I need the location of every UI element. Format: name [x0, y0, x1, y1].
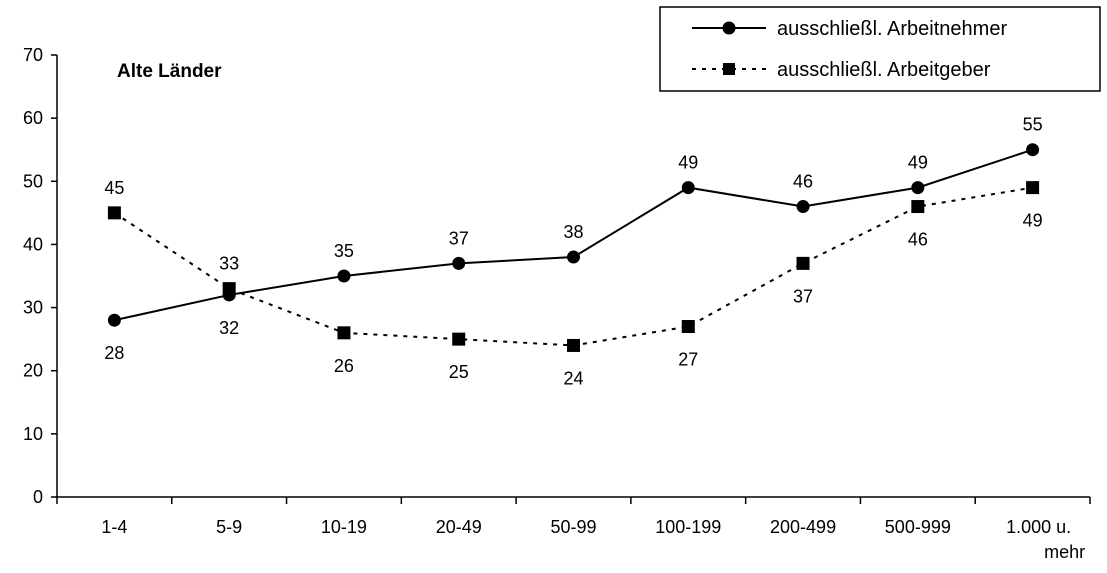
x-tick-label: 500-999: [885, 517, 951, 537]
data-label-arbeitgeber: 24: [563, 368, 583, 388]
axes: 0 10 20 30 40 50 60 70 1-4 5-9 10-19 20-49 50-99 100-…: [23, 45, 1091, 562]
x-tick-label: 1.000 u.: [1006, 517, 1071, 537]
data-label-arbeitnehmer: 37: [449, 228, 469, 248]
data-label-arbeitnehmer: 35: [334, 241, 354, 261]
legend-marker-arbeitnehmer: [722, 21, 736, 35]
data-point-arbeitgeber: [337, 326, 351, 340]
series-line-arbeitgeber: [113, 186, 1033, 347]
data-label-arbeitnehmer: 46: [793, 172, 813, 192]
x-tick-label: 20-49: [436, 517, 482, 537]
x-tick-label-continued: mehr: [1044, 542, 1085, 562]
x-tick-label: 50-99: [550, 517, 596, 537]
data-point-arbeitgeber: [681, 320, 695, 334]
data-point-arbeitgeber: [567, 338, 580, 352]
chart-subtitle: Alte Länder: [117, 61, 222, 82]
x-tick-label: 100-199: [655, 517, 721, 537]
data-point-arbeitnehmer: [1026, 143, 1040, 157]
data-label-arbeitgeber: 49: [1023, 211, 1043, 231]
x-tick-label: 1-4: [101, 517, 127, 537]
data-label-arbeitgeber: 26: [334, 356, 354, 376]
data-point-arbeitgeber: [911, 200, 925, 214]
x-tick-label: 10-19: [321, 517, 367, 537]
legend-box: [659, 6, 1101, 92]
data-label-arbeitgeber: 37: [793, 286, 813, 306]
data-label-arbeitnehmer: 49: [908, 153, 928, 173]
data-point-arbeitgeber: [796, 256, 810, 270]
y-tick-label: 50: [23, 171, 43, 191]
data-label-arbeitnehmer: 32: [219, 318, 239, 338]
data-point-arbeitnehmer: [911, 181, 925, 195]
data-point-arbeitnehmer: [681, 181, 695, 195]
y-tick-label: 60: [23, 108, 43, 128]
series-layer: [107, 143, 1040, 352]
data-point-arbeitgeber: [222, 282, 236, 296]
data-point-arbeitnehmer: [452, 256, 466, 270]
legend-label-arbeitgeber: ausschließl. Arbeitgeber: [777, 59, 991, 81]
data-point-arbeitgeber: [452, 332, 466, 346]
data-label-arbeitgeber: 25: [449, 362, 469, 382]
legend-label-arbeitnehmer: ausschließl. Arbeitnehmer: [777, 18, 1007, 40]
x-tick-label: 200-499: [770, 517, 836, 537]
data-label-arbeitnehmer: 38: [563, 222, 583, 242]
data-label-arbeitgeber: 46: [908, 230, 928, 250]
data-point-arbeitnehmer: [567, 250, 580, 264]
legend: ausschließl. Arbeitnehmer ausschließl. A…: [659, 6, 1101, 92]
data-label-arbeitnehmer: 49: [678, 153, 698, 173]
data-label-arbeitnehmer: 55: [1023, 115, 1043, 135]
y-tick-label: 20: [23, 361, 43, 381]
legend-marker-arbeitgeber: [723, 63, 735, 75]
data-label-arbeitnehmer: 28: [104, 343, 124, 363]
y-tick-label: 40: [23, 234, 43, 254]
y-tick-label: 30: [23, 298, 43, 318]
data-point-arbeitgeber: [1026, 181, 1040, 195]
data-point-arbeitnehmer: [796, 200, 810, 214]
data-label-arbeitgeber: 45: [104, 178, 124, 198]
y-tick-label: 70: [23, 45, 43, 65]
data-label-arbeitgeber: 33: [219, 254, 239, 274]
data-point-arbeitgeber: [107, 206, 121, 220]
y-tick-label: 0: [33, 487, 43, 507]
data-labels-layer: 28 32 35 37 38 49 46 49 55 45 33 26 25 24 27 37 46 49: [104, 115, 1042, 389]
x-tick-label: 5-9: [216, 517, 242, 537]
y-tick-label: 10: [23, 424, 43, 444]
data-point-arbeitnehmer: [337, 269, 351, 283]
data-point-arbeitnehmer: [107, 313, 121, 327]
data-label-arbeitgeber: 27: [678, 350, 698, 370]
